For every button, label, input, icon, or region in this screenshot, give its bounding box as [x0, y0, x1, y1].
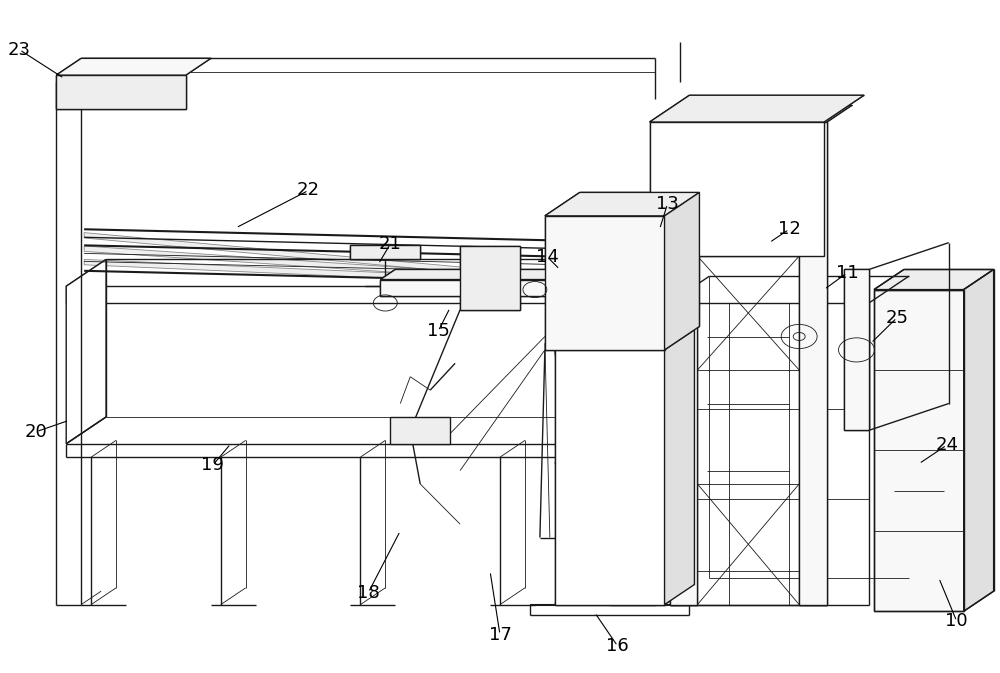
Text: 15: 15 — [427, 322, 450, 340]
Polygon shape — [964, 269, 994, 611]
Polygon shape — [66, 259, 106, 444]
Text: 25: 25 — [885, 309, 908, 326]
Polygon shape — [380, 269, 670, 279]
Polygon shape — [84, 246, 650, 289]
Polygon shape — [799, 122, 827, 604]
Text: 18: 18 — [357, 583, 380, 602]
Polygon shape — [665, 192, 699, 350]
Polygon shape — [56, 59, 211, 75]
Polygon shape — [380, 279, 655, 296]
Text: 17: 17 — [489, 626, 511, 644]
Polygon shape — [874, 269, 994, 289]
Polygon shape — [844, 269, 869, 430]
Text: 24: 24 — [935, 436, 958, 454]
Text: 11: 11 — [836, 264, 858, 282]
Text: 22: 22 — [297, 182, 320, 199]
Text: 23: 23 — [8, 40, 31, 59]
Polygon shape — [84, 259, 650, 289]
Polygon shape — [670, 122, 697, 604]
Polygon shape — [56, 75, 186, 108]
Polygon shape — [650, 122, 824, 256]
Polygon shape — [545, 192, 699, 216]
Polygon shape — [84, 233, 650, 289]
Text: 19: 19 — [201, 456, 224, 474]
Text: 16: 16 — [606, 637, 629, 655]
Text: 14: 14 — [536, 248, 559, 267]
Polygon shape — [350, 245, 420, 259]
Polygon shape — [545, 216, 665, 350]
Text: 13: 13 — [656, 194, 679, 213]
Polygon shape — [650, 95, 864, 122]
Polygon shape — [555, 350, 665, 604]
Polygon shape — [460, 246, 520, 310]
Polygon shape — [874, 289, 964, 611]
Text: 20: 20 — [25, 423, 48, 441]
Polygon shape — [665, 330, 694, 604]
Text: 10: 10 — [945, 612, 968, 631]
Polygon shape — [390, 417, 450, 444]
Text: 21: 21 — [379, 235, 402, 253]
Text: 12: 12 — [778, 220, 801, 238]
